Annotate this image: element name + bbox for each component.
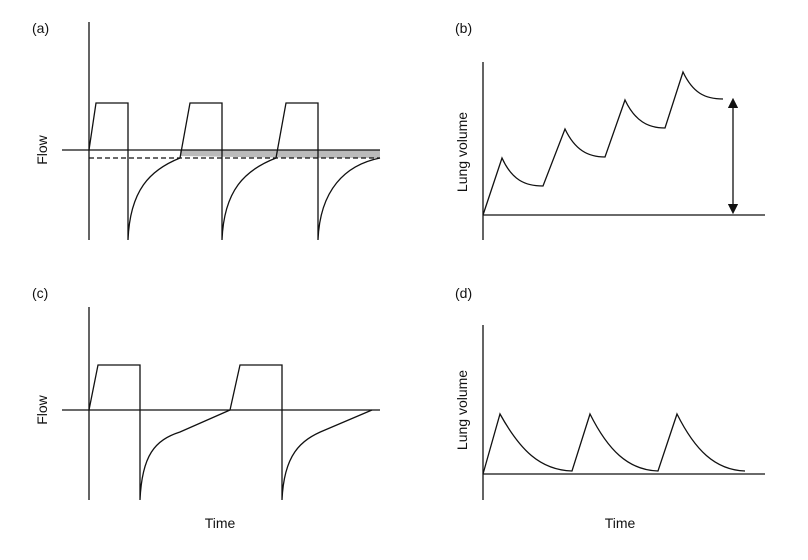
- flow-curve: [88, 364, 373, 501]
- shaded-area: [180, 150, 380, 158]
- y-axis-label: Flow: [34, 134, 50, 164]
- panel-label: (b): [455, 20, 472, 36]
- y-axis-label: Lung volume: [454, 370, 470, 450]
- panel-b: (b) Lung volume: [454, 20, 765, 240]
- flow-curve: [88, 102, 381, 241]
- panel-label: (a): [32, 20, 49, 36]
- volume-curve: [482, 70, 724, 216]
- volume-curve: [482, 412, 746, 475]
- panel-a: (a) Flow: [32, 20, 381, 241]
- panel-d: (d) Lung volume Time: [454, 285, 765, 531]
- x-axis-label: Time: [205, 515, 236, 531]
- y-axis-label: Flow: [34, 394, 50, 424]
- panel-label: (c): [32, 285, 48, 301]
- panel-c: (c) Flow Time: [32, 285, 380, 531]
- panel-label: (d): [455, 285, 472, 301]
- x-axis-label: Time: [605, 515, 636, 531]
- y-axis-label: Lung volume: [454, 112, 470, 192]
